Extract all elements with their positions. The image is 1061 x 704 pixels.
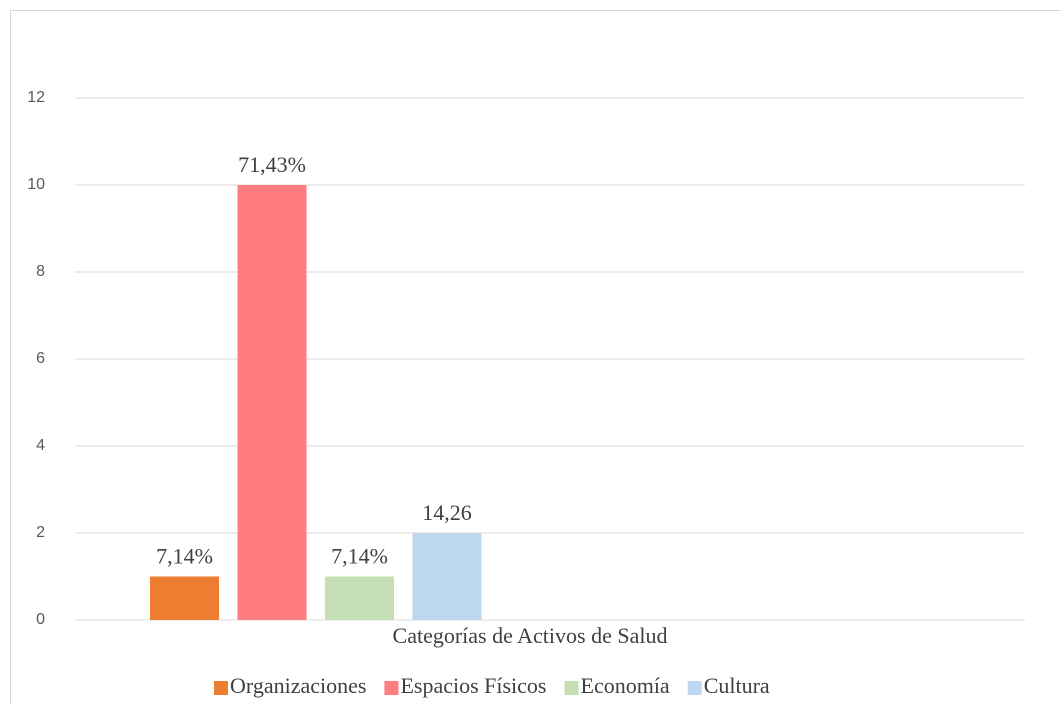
legend-label: Cultura [704, 673, 770, 698]
y-tick-label: 8 [36, 263, 45, 280]
legend-label: Espacios Físicos [400, 673, 546, 698]
y-tick-label: 2 [36, 524, 45, 541]
legend-swatch [564, 681, 579, 695]
bar [412, 533, 482, 620]
y-tick-label: 6 [36, 350, 45, 367]
legend-swatch [384, 681, 399, 695]
chart-frame [10, 10, 1061, 704]
y-tick-label: 12 [27, 89, 45, 106]
bar [150, 576, 219, 620]
data-label: 7,14% [331, 544, 388, 569]
legend-swatch [687, 681, 702, 695]
y-tick-label: 10 [27, 176, 45, 193]
legend-swatch [214, 681, 228, 695]
bar [325, 576, 394, 620]
data-label: 71,43% [238, 152, 306, 177]
bar [237, 185, 307, 620]
data-label: 7,14% [156, 544, 213, 569]
x-tick-label: Categorías de Activos de Salud [393, 623, 668, 648]
y-tick-label: 0 [36, 611, 45, 628]
data-label: 14,26 [422, 500, 472, 525]
y-tick-label: 4 [36, 437, 45, 454]
legend-label: Organizaciones [230, 673, 366, 698]
legend-label: Economía [581, 673, 670, 698]
